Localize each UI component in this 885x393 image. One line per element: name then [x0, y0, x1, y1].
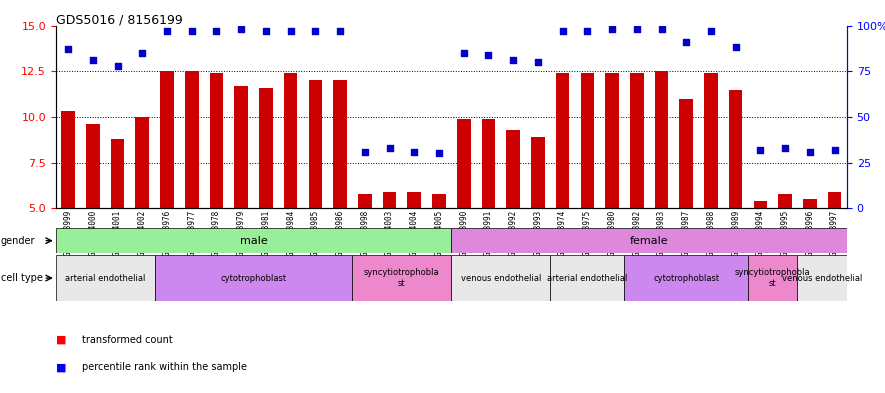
Bar — [135, 117, 149, 208]
Point — [581, 28, 595, 34]
Bar — [550, 255, 625, 301]
Text: venous endothelial: venous endothelial — [782, 274, 862, 283]
Bar — [352, 255, 451, 301]
Point — [210, 28, 224, 34]
Point — [86, 57, 100, 63]
Bar — [451, 255, 550, 301]
Text: GDS5016 / 8156199: GDS5016 / 8156199 — [56, 14, 182, 27]
Bar — [407, 192, 421, 208]
Point — [283, 28, 297, 34]
Bar — [382, 192, 396, 208]
Point — [160, 28, 174, 34]
Point — [531, 59, 545, 65]
Bar — [451, 228, 847, 253]
Point — [235, 26, 249, 32]
Point — [382, 145, 396, 151]
Point — [258, 28, 273, 34]
Point — [358, 149, 372, 155]
Point — [827, 147, 842, 153]
Point — [630, 26, 644, 32]
Bar — [748, 255, 797, 301]
Text: cell type: cell type — [1, 273, 42, 283]
Bar — [61, 112, 75, 208]
Text: transformed count: transformed count — [82, 335, 173, 345]
Point — [111, 62, 125, 69]
Point — [704, 28, 718, 34]
Bar — [827, 192, 842, 208]
Bar — [284, 73, 297, 208]
Bar — [86, 124, 100, 208]
Point — [185, 28, 199, 34]
Bar — [630, 73, 643, 208]
Bar — [797, 255, 847, 301]
Bar — [111, 139, 125, 208]
Point — [778, 145, 792, 151]
Point — [753, 147, 767, 153]
Text: male: male — [240, 236, 267, 246]
Bar — [680, 99, 693, 208]
Point — [432, 150, 446, 156]
Bar — [729, 90, 743, 208]
Text: gender: gender — [1, 236, 35, 246]
Bar — [605, 73, 619, 208]
Text: female: female — [630, 236, 668, 246]
Text: venous endothelial: venous endothelial — [460, 274, 541, 283]
Text: syncytiotrophobla
st: syncytiotrophobla st — [364, 268, 440, 288]
Bar — [556, 73, 569, 208]
Point — [135, 50, 150, 56]
Text: cytotrophoblast: cytotrophoblast — [220, 274, 287, 283]
Point — [407, 149, 421, 155]
Bar — [531, 137, 544, 208]
Bar — [457, 119, 471, 208]
Bar — [506, 130, 520, 208]
Point — [333, 28, 347, 34]
Bar — [334, 80, 347, 208]
Point — [605, 26, 620, 32]
Bar — [185, 71, 198, 208]
Point — [506, 57, 520, 63]
Bar — [625, 255, 748, 301]
Point — [803, 149, 817, 155]
Bar — [210, 73, 223, 208]
Text: cytotrophoblast: cytotrophoblast — [653, 274, 720, 283]
Point — [679, 39, 693, 45]
Bar — [358, 194, 372, 208]
Bar — [704, 73, 718, 208]
Bar — [803, 199, 817, 208]
Bar — [56, 255, 155, 301]
Bar — [235, 86, 248, 208]
Bar — [778, 194, 792, 208]
Point — [481, 51, 496, 58]
Point — [654, 26, 668, 32]
Bar — [432, 194, 446, 208]
Point — [728, 44, 743, 51]
Point — [61, 46, 75, 52]
Bar — [754, 201, 767, 208]
Text: arterial endothelial: arterial endothelial — [547, 274, 627, 283]
Bar — [581, 73, 594, 208]
Point — [457, 50, 471, 56]
Text: syncytiotrophobla
st: syncytiotrophobla st — [735, 268, 811, 288]
Bar — [481, 119, 496, 208]
Point — [556, 28, 570, 34]
Text: ■: ■ — [56, 362, 66, 373]
Bar — [155, 255, 352, 301]
Bar — [309, 80, 322, 208]
Point — [308, 28, 322, 34]
Text: percentile rank within the sample: percentile rank within the sample — [82, 362, 247, 373]
Bar — [655, 71, 668, 208]
Text: arterial endothelial: arterial endothelial — [65, 274, 145, 283]
Bar — [160, 71, 173, 208]
Bar — [259, 88, 273, 208]
Bar — [56, 228, 451, 253]
Text: ■: ■ — [56, 335, 66, 345]
